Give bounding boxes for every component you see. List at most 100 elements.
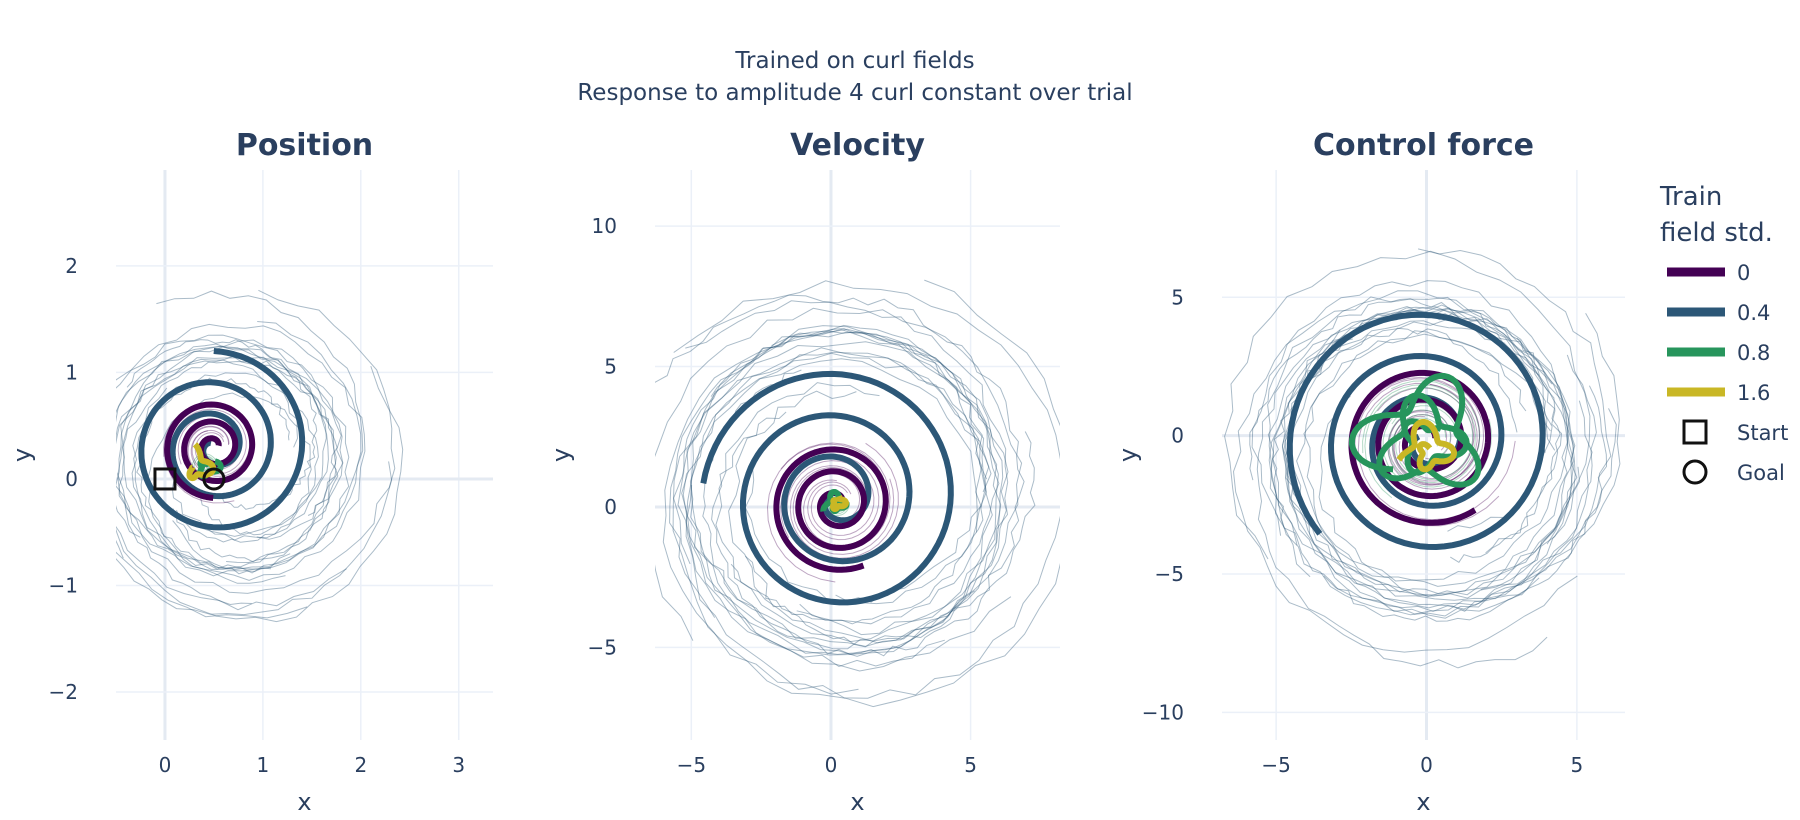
trial-trace bbox=[1281, 320, 1597, 612]
legend-item: 1.6 bbox=[1667, 381, 1770, 405]
legend-title-line1: Train bbox=[1659, 182, 1722, 212]
trial-trace bbox=[116, 343, 337, 570]
trial-trace bbox=[690, 324, 1000, 647]
trial-trace bbox=[681, 328, 1012, 672]
trial-trace bbox=[1285, 318, 1593, 619]
x-tick-label: 0 bbox=[159, 753, 172, 777]
y-tick-label: 5 bbox=[604, 355, 617, 379]
trial-trace bbox=[1224, 250, 1591, 596]
trial-trace bbox=[673, 280, 1060, 699]
trial-trace bbox=[1284, 306, 1553, 612]
trial-trace bbox=[685, 300, 1009, 650]
trial-trace bbox=[116, 290, 364, 577]
x-axis-label: x bbox=[850, 788, 864, 816]
legend-label: 0 bbox=[1737, 261, 1750, 285]
trial-trace bbox=[1272, 338, 1608, 622]
x-tick-label: 0 bbox=[1420, 753, 1433, 777]
legend-item: 0 bbox=[1667, 261, 1750, 285]
subplot-force: −5 0 5 −10 −5 0 5 Control force x y bbox=[1114, 128, 1625, 816]
subplot-position: 0 1 2 3 −2 −1 0 1 2 Position x y bbox=[8, 128, 493, 816]
trial-trace bbox=[1362, 384, 1477, 484]
trial-trace bbox=[116, 334, 393, 616]
legend-title-line2: field std. bbox=[1660, 218, 1773, 248]
y-tick-label: −5 bbox=[588, 635, 617, 659]
trial-trace bbox=[118, 355, 338, 606]
trial-trace bbox=[662, 325, 999, 695]
y-tick-label: −10 bbox=[1142, 700, 1184, 724]
legend-label: Goal bbox=[1737, 461, 1785, 485]
x-axis-label: x bbox=[297, 788, 311, 816]
y-tick-label: 10 bbox=[592, 214, 617, 238]
trial-trace bbox=[655, 294, 1025, 648]
series-line-1.6 bbox=[186, 441, 217, 482]
y-tick-label: 2 bbox=[65, 254, 78, 278]
trial-trace bbox=[126, 339, 318, 510]
trial-trace bbox=[1256, 305, 1563, 669]
trial-trace bbox=[116, 323, 366, 619]
trial-trace bbox=[673, 347, 993, 656]
subplot-title: Control force bbox=[1313, 128, 1534, 163]
x-axis-label: x bbox=[1416, 788, 1430, 816]
y-axis-label: y bbox=[1114, 448, 1142, 462]
legend-label: Start bbox=[1737, 421, 1788, 445]
trial-trace bbox=[1268, 313, 1569, 587]
series-line-0 bbox=[164, 401, 256, 501]
subplot-velocity: −5 0 5 −5 0 5 10 Velocity x y bbox=[547, 128, 1060, 816]
trial-trace bbox=[116, 356, 404, 623]
trial-trace bbox=[655, 307, 1023, 644]
legend-label: 1.6 bbox=[1737, 381, 1770, 405]
x-tick-label: 3 bbox=[452, 753, 465, 777]
y-axis-label: y bbox=[547, 448, 575, 462]
legend-items: 0 0.4 0.8 1.6 Start Goal bbox=[1667, 261, 1788, 485]
grid-velocity bbox=[655, 170, 1060, 740]
subplot-title: Position bbox=[236, 128, 373, 163]
plot-area-force bbox=[1224, 248, 1621, 669]
y-tick-label: −5 bbox=[1155, 562, 1184, 586]
legend-item: Goal bbox=[1682, 459, 1785, 485]
trial-trace bbox=[786, 460, 875, 543]
trial-trace bbox=[1267, 308, 1576, 617]
y-tick-label: 1 bbox=[65, 360, 78, 384]
x-tick-label: 0 bbox=[825, 753, 838, 777]
plot-area-position bbox=[116, 289, 404, 623]
legend-label: 0.8 bbox=[1737, 341, 1770, 365]
y-axis-label: y bbox=[8, 448, 36, 462]
x-tick-label: −5 bbox=[677, 753, 706, 777]
trial-trace bbox=[677, 330, 983, 668]
trial-trace bbox=[669, 332, 1004, 655]
y-tick-label: 0 bbox=[604, 495, 617, 519]
series-line-0 bbox=[773, 446, 889, 573]
legend-label: 0.4 bbox=[1737, 301, 1770, 325]
plot-area-velocity bbox=[655, 279, 1060, 708]
y-tick-label: −2 bbox=[49, 680, 78, 704]
x-tick-label: −5 bbox=[1261, 753, 1290, 777]
figure-title-line1: Trained on curl fields bbox=[734, 48, 974, 74]
x-tick-label: 5 bbox=[1571, 753, 1584, 777]
y-tick-label: −1 bbox=[49, 574, 78, 598]
y-tick-label: 0 bbox=[65, 467, 78, 491]
trial-trace bbox=[1232, 296, 1578, 653]
x-tick-label: 5 bbox=[964, 753, 977, 777]
trial-trace bbox=[123, 321, 362, 571]
legend-swatch-square bbox=[1682, 419, 1708, 445]
trial-trace bbox=[1249, 298, 1561, 563]
trial-trace bbox=[146, 392, 312, 584]
subplot-title: Velocity bbox=[790, 128, 925, 163]
start-marker bbox=[153, 467, 177, 491]
trial-trace bbox=[116, 360, 339, 563]
legend-swatch-circle bbox=[1682, 459, 1708, 485]
y-tick-label: 0 bbox=[1171, 424, 1184, 448]
trial-trace bbox=[133, 372, 319, 570]
trial-trace bbox=[1388, 383, 1478, 486]
goal-marker bbox=[202, 467, 226, 491]
legend-item: 0.8 bbox=[1667, 341, 1770, 365]
trial-trace bbox=[710, 327, 990, 625]
trial-trace bbox=[117, 289, 396, 594]
legend-item: 0.4 bbox=[1667, 301, 1770, 325]
y-tick-label: 5 bbox=[1171, 285, 1184, 309]
trial-trace bbox=[1303, 248, 1612, 599]
series-line-0 bbox=[1348, 369, 1492, 526]
trial-trace bbox=[672, 279, 1060, 708]
